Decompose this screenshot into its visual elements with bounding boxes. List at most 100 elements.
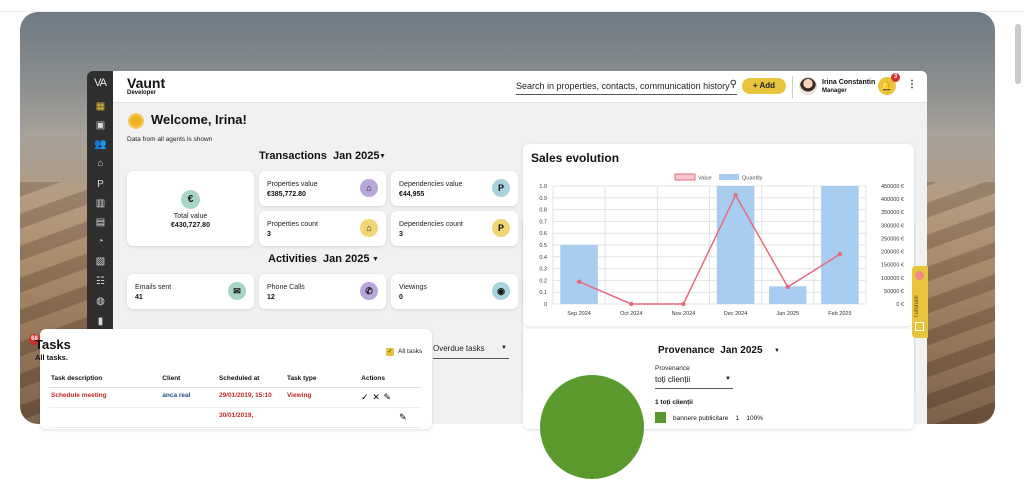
y-tick-label: 0.6: [539, 231, 547, 237]
y2-tick-label: 50000 €: [884, 289, 904, 295]
transaction-card-label: Properties count: [267, 221, 318, 228]
contact-card-icon[interactable]: ▣: [95, 120, 106, 131]
tasks-column-header[interactable]: Task description: [49, 370, 161, 388]
table-row[interactable]: 30/01/2019, ✎: [49, 407, 421, 428]
tasks-column-header[interactable]: Actions: [359, 370, 421, 388]
add-button[interactable]: + Add: [742, 78, 786, 94]
total-value-label: Total value: [173, 213, 208, 220]
people-icon[interactable]: 👥: [94, 139, 107, 150]
check-icon[interactable]: ✓: [361, 392, 369, 402]
dashboard-icon[interactable]: ▦: [95, 101, 106, 112]
home-icon[interactable]: ⌂: [97, 158, 104, 169]
avatar[interactable]: [799, 77, 817, 95]
provenance-legend-swatch: [655, 412, 666, 423]
app-logo[interactable]: VA: [94, 77, 107, 89]
task-client[interactable]: [160, 407, 217, 428]
header-divider: [792, 76, 793, 98]
chart-point: [629, 301, 634, 307]
tasks-filter-select[interactable]: Overdue tasks ▼: [433, 344, 509, 359]
chart-series-line: [578, 193, 841, 305]
home-icon: ⌂: [360, 219, 378, 237]
provenance-select-value: toți clienții: [655, 375, 691, 384]
task-actions: ✎: [359, 407, 421, 428]
activities-title: Activities Jan 2025: [268, 253, 370, 265]
transaction-card: Properties count 3 ⌂: [259, 211, 386, 246]
total-value-card: € Total value €430,727.80: [127, 171, 254, 246]
sales-chart-title: Sales evolution: [531, 151, 620, 165]
y-tick-label: 1.0: [539, 184, 547, 190]
chart-bar: [716, 186, 755, 304]
transaction-card-value: €385,772.80: [267, 191, 306, 198]
activity-card-label: Phone Calls: [267, 284, 305, 291]
tasks-column-header[interactable]: Scheduled at: [216, 370, 285, 388]
task-scheduled-at: 29/01/2019, 15:10: [216, 387, 285, 408]
welcome-title: Welcome, Irina!: [151, 112, 247, 127]
all-tasks-label: All tasks: [398, 348, 423, 355]
all-tasks-checkbox[interactable]: ✓: [386, 348, 394, 356]
task-type: [284, 407, 360, 428]
home-icon: ⌂: [360, 179, 378, 197]
clipboard-icon[interactable]: ▤: [95, 217, 106, 228]
documents-icon[interactable]: ▧: [95, 256, 106, 267]
chevron-down-icon: ▼: [501, 345, 507, 351]
transaction-card-value: 3: [267, 231, 271, 238]
brand-name: Vaunt: [127, 75, 166, 91]
y-tick-label: 0: [544, 302, 547, 308]
y2-tick-label: 150000 €: [881, 263, 904, 269]
notifications-bell-icon[interactable]: 🔔: [878, 77, 896, 95]
edit-icon[interactable]: ✎: [383, 392, 392, 402]
tutorials-tab[interactable]: Tutorials: [912, 266, 928, 338]
user-role: Manager: [822, 88, 847, 94]
legend-label-value: Value: [698, 176, 712, 182]
sales-chart: 0 0.1 0.2 0.3 0.4 0.5 0.6 0.7 0.8 0.9 1.0 0 € 50000 …: [539, 173, 904, 317]
y-tick-label: 0.3: [539, 267, 547, 273]
tasks-table: Task description Client Scheduled at Task t…: [49, 370, 421, 428]
close-icon[interactable]: ✕: [372, 392, 380, 402]
file-icon[interactable]: ▮: [97, 316, 104, 327]
more-options-icon[interactable]: ⋮: [907, 79, 917, 90]
transactions-period-dropdown-icon[interactable]: ▼: [379, 153, 386, 160]
task-description[interactable]: Schedule meeting: [49, 387, 161, 408]
tasks-title: Tasks: [35, 337, 71, 352]
chart-point: [837, 251, 843, 257]
provenance-select[interactable]: toți clienții ▼: [655, 375, 733, 389]
euro-icon: €: [181, 190, 200, 209]
chart-bar: [560, 245, 598, 304]
transaction-card: Dependencies count 3 P: [391, 211, 518, 246]
search-icon[interactable]: ⚲: [729, 79, 737, 90]
parking-icon[interactable]: P: [97, 179, 104, 190]
user-group-icon[interactable]: ☷: [96, 276, 105, 287]
tasks-column-header[interactable]: Task type: [284, 370, 360, 388]
tasks-filter-value: Overdue tasks: [433, 344, 485, 353]
page-scrollbar[interactable]: [1015, 24, 1021, 84]
close-icon[interactable]: [915, 271, 924, 280]
task-type: Viewing: [284, 387, 360, 408]
edit-icon[interactable]: ✎: [399, 412, 407, 422]
task-scheduled-at: 30/01/2019,: [216, 407, 285, 428]
x-tick-label: Jan 2025: [776, 311, 799, 317]
activity-card-label: Viewings: [399, 284, 427, 291]
transaction-card-label: Dependencies value: [399, 181, 463, 188]
task-client[interactable]: anca real: [160, 387, 217, 408]
tasks-card: 68 Tasks All tasks. ✓ All tasks Overdue …: [29, 329, 509, 429]
x-tick-label: Sep 2024: [567, 311, 591, 317]
buildings-icon[interactable]: ▥: [95, 198, 106, 209]
task-description[interactable]: [49, 407, 161, 428]
search-input[interactable]: Search in properties, contacts, communic…: [516, 77, 737, 95]
y2-tick-label: 200000 €: [881, 250, 904, 256]
pie-chart-icon[interactable]: ◔: [97, 236, 104, 247]
total-value-amount: €430,727.80: [171, 222, 210, 229]
provenance-period-dropdown-icon[interactable]: ▼: [774, 348, 780, 354]
notifications-badge: 3: [891, 73, 900, 82]
tutorials-book-icon: [915, 322, 924, 331]
activities-period-dropdown-icon[interactable]: ▼: [372, 256, 379, 263]
activity-card-value: 41: [135, 294, 143, 301]
provenance-field-label: Provenance: [655, 365, 690, 372]
user-name[interactable]: Irina Constantin: [822, 79, 876, 86]
table-row[interactable]: Schedule meeting anca real 29/01/2019, 15:…: [49, 387, 421, 408]
globe-icon[interactable]: ◍: [96, 296, 105, 307]
transaction-card-label: Dependencies count: [399, 221, 463, 228]
y2-tick-label: 400000 €: [881, 197, 904, 203]
y2-tick-label: 250000 €: [881, 236, 904, 242]
tasks-column-header[interactable]: Client: [160, 370, 217, 388]
